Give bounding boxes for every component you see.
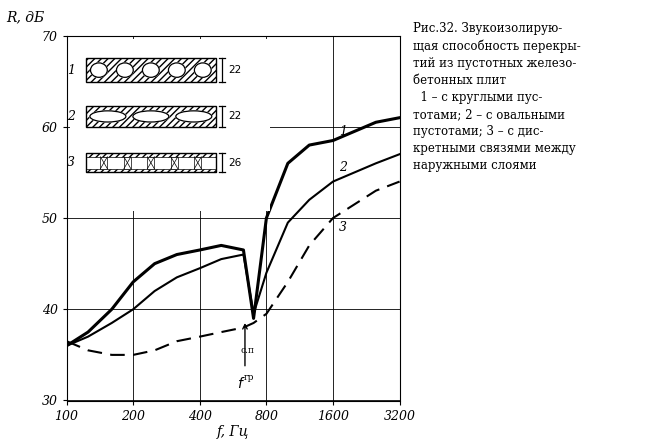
- Text: R, дБ: R, дБ: [7, 11, 45, 24]
- Text: Рис.32. Звукоизолирую-
щая способность перекры-
тий из пустотных железо-
бетонны: Рис.32. Звукоизолирую- щая способность п…: [413, 22, 581, 172]
- Text: 1: 1: [339, 125, 347, 138]
- Text: $f$: $f$: [237, 376, 246, 391]
- Text: 3: 3: [339, 221, 347, 234]
- Text: 2: 2: [339, 162, 347, 174]
- X-axis label: f, Гц: f, Гц: [217, 425, 249, 439]
- Text: гр: гр: [244, 373, 254, 382]
- Text: с.п: с.п: [240, 346, 254, 355]
